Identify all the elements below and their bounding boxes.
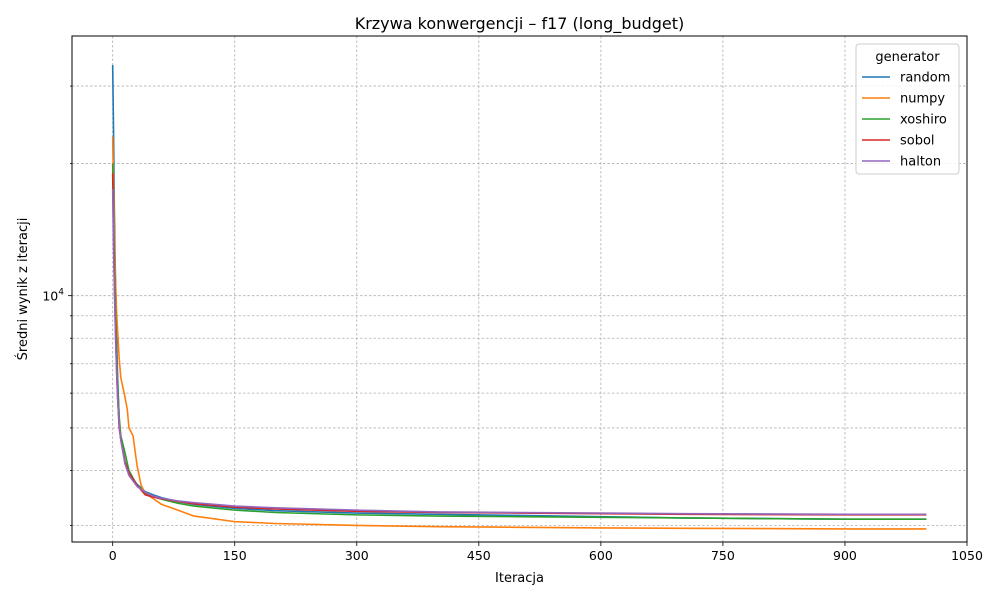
chart-title: Krzywa konwergencji – f17 (long_budget) (355, 14, 685, 34)
x-tick-label: 900 (833, 548, 857, 563)
x-tick-label: 0 (109, 548, 117, 563)
y-axis-label: Średni wynik z iteracji (15, 218, 31, 361)
legend-label-halton: halton (900, 155, 941, 170)
series-lines (111, 64, 927, 530)
legend-label-xoshiro: xoshiro (900, 113, 947, 128)
legend-title: generator (875, 50, 940, 65)
x-tick-label: 750 (711, 548, 735, 563)
x-tick-label: 1050 (951, 548, 983, 563)
x-tick-label: 450 (467, 548, 491, 563)
y-tick-label: 104 (42, 288, 64, 304)
x-tick-label: 300 (345, 548, 369, 563)
legend-label-random: random (900, 71, 950, 86)
legend-label-sobol: sobol (900, 134, 935, 149)
plot-frame (71, 35, 968, 543)
x-axis-label: Iteracja (495, 571, 544, 586)
x-tick-label: 150 (223, 548, 247, 563)
series-line-halton (111, 188, 927, 516)
legend-label-numpy: numpy (900, 92, 945, 107)
legend: generator random numpy xoshiro sobol halton (855, 43, 960, 175)
axis-ticks: 0 150 300 450 600 750 900 1050 104 (42, 85, 983, 563)
x-tick-label: 600 (589, 548, 613, 563)
